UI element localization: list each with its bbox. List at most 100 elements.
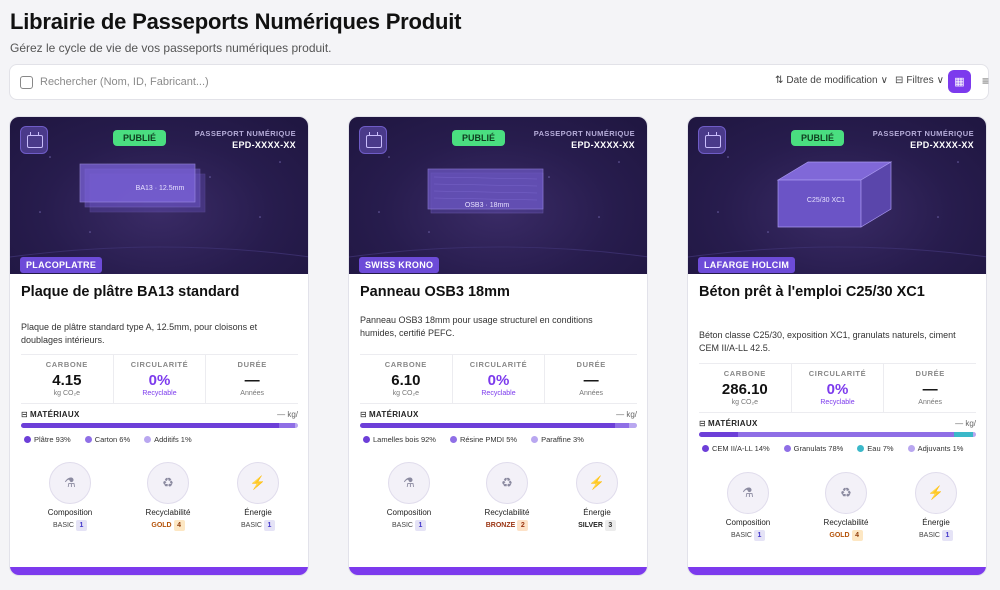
materials-legend: Lamelles bois 92% Résine PMDI 5% Paraffine… [363,435,640,444]
chevron-down-icon: ∨ [880,75,888,86]
carbon-stat: CARBONE 6.10 kg CO₂e [360,355,453,403]
recyclable-label: Recyclable [142,390,177,397]
materials-title: MATÉRIAUX [707,419,758,428]
composition-score[interactable]: ⚗ Composition BASIC 1 [374,462,444,531]
carbon-label: CARBONE [384,360,427,369]
score-label: Recyclabilité [484,508,530,517]
product-card[interactable]: C25/30 XC1 PUBLIÉ PASSEPORT NUMÉRIQUE EP… [687,116,987,576]
composition-score[interactable]: ⚗ Composition BASIC 1 [35,462,105,531]
level-name: BRONZE [485,522,516,529]
score-level: SILVER 3 [562,520,632,531]
score-level: BASIC 1 [35,520,105,531]
materials-icon: ⊟ [699,419,708,428]
carbon-unit: kg CO₂e [53,390,81,397]
card-title[interactable]: Béton prêt à l'emploi C25/30 XC1 [699,284,925,300]
recyclability-score[interactable]: ♻ Recyclabilité GOLD 4 [133,462,203,531]
duration-label: DURÉE [915,369,945,378]
legend-dot-icon [84,436,92,443]
circularity-value: 0% [487,372,510,389]
level-name: BASIC [918,532,940,539]
recyclable-label: Recyclable [820,399,855,406]
materials-unit: — kg/ [955,419,976,428]
stats-panel: CARBONE 4.15 kg CO₂e CIRCULARITÉ 0% Recy… [21,354,298,404]
recyclability-score[interactable]: ♻ Recyclabilité BRONZE 2 [472,462,542,531]
level-number: 1 [415,520,426,531]
legend-dot-icon [702,445,709,452]
toolbar: ⇅ Date de modification ∨ ⊟ Filtres ∨ ▦ ≡ [9,64,989,100]
search-input[interactable] [40,76,340,88]
hero-star [727,156,729,158]
card-footer-bar [688,567,986,575]
card-title[interactable]: Panneau OSB3 18mm [360,284,510,300]
passport-label: PASSEPORT NUMÉRIQUE [533,129,635,138]
sort-dropdown[interactable]: ⇅ Date de modification ∨ [775,75,888,86]
card-footer-bar [349,567,647,575]
material-legend-label: Plâtre 93% [34,435,71,444]
material-legend-item: Adjuvants 1% [907,444,964,453]
material-legend-label: Paraffine 3% [541,435,584,444]
hero-layer [79,163,196,203]
list-view-icon[interactable]: ≡ [982,74,990,88]
hero-star [428,231,430,233]
scores-row: ⚗ Composition BASIC 1 ♻ Recyclabilité GOLD 4 ⚡ Én… [698,472,978,542]
card-title[interactable]: Plaque de plâtre BA13 standard [21,284,240,300]
stats-panel: CARBONE 6.10 kg CO₂e CIRCULARITÉ 0% Recy… [360,354,637,404]
grid-icon: ▦ [954,76,965,88]
card-hero: C25/30 XC1 PUBLIÉ PASSEPORT NUMÉRIQUE EP… [688,117,986,274]
filter-icon: ⊟ [895,75,904,86]
hero-label: BA13 · 12.5mm [136,185,185,192]
sort-icon: ⇅ [775,75,784,86]
material-segment [628,423,637,428]
passport-id: EPD-XXXX-XX [910,140,974,150]
material-legend-label: Adjuvants 1% [917,444,964,453]
level-number: 1 [264,520,275,531]
manufacturer-badge: SWISS KRONO [359,257,440,273]
duration-stat: DURÉE — Années [545,355,637,403]
select-all-checkbox[interactable] [20,75,33,89]
materials-unit: — kg/ [616,410,637,419]
hero-grain [433,197,538,201]
material-legend-item: Eau 7% [857,444,894,453]
product-card[interactable]: BA13 · 12.5mm PUBLIÉ PASSEPORT NUMÉRIQUE… [9,116,309,576]
grid-view-button[interactable]: ▦ [948,70,971,93]
materials-title: MATÉRIAUX [368,410,419,419]
card-description: Panneau OSB3 18mm pour usage structurel … [360,315,593,338]
hero-star [767,231,769,233]
level-name: GOLD [151,522,172,529]
score-level: BRONZE 2 [472,520,542,531]
energy-score[interactable]: ⚡ Énergie BASIC 1 [901,472,971,541]
lightning-icon: ⚡ [576,462,618,504]
materials-legend: CEM II/A-LL 14% Granulats 78% Eau 7% Adjuva… [702,444,979,453]
filters-dropdown[interactable]: ⊟ Filtres ∨ [895,75,944,86]
search-box[interactable] [20,65,340,99]
legend-dot-icon [907,445,915,452]
composition-score[interactable]: ⚗ Composition BASIC 1 [713,472,783,541]
energy-score[interactable]: ⚡ Énergie SILVER 3 [562,462,632,531]
material-legend-item: Carton 6% [84,435,131,444]
hero-star [39,211,41,213]
materials-header: ⊟ MATÉRIAUX — kg/ [699,419,976,428]
lightning-icon: ⚡ [237,462,279,504]
material-segment [278,423,296,428]
recycle-icon: ♻ [486,462,528,504]
flask-icon: ⚗ [388,462,430,504]
material-segment [295,423,298,428]
energy-score[interactable]: ⚡ Énergie BASIC 1 [223,462,293,531]
circularity-stat: CIRCULARITÉ 0% Recyclable [792,364,885,412]
material-legend-label: Carton 6% [94,435,131,444]
hero-floor [349,246,647,258]
material-legend-item: Résine PMDI 5% [449,435,517,444]
scores-row: ⚗ Composition BASIC 1 ♻ Recyclabilité BRONZE 2 ⚡… [359,462,639,532]
level-name: BASIC [391,522,413,529]
page-title: Librairie de Passeports Numériques Produ… [10,9,462,34]
card-description: Béton classe C25/30, exposition XC1, gra… [699,330,956,353]
status-badge: PUBLIÉ [113,130,167,146]
carbon-label: CARBONE [723,369,766,378]
legend-dot-icon [449,436,457,443]
legend-dot-icon [363,436,370,443]
materials-legend: Plâtre 93% Carton 6% Additifs 1% [24,435,301,444]
recyclability-score[interactable]: ♻ Recyclabilité GOLD 4 [811,472,881,541]
circularity-label: CIRCULARITÉ [808,369,867,378]
materials-bar [360,423,637,428]
product-card[interactable]: OSB3 · 18mm PUBLIÉ PASSEPORT NUMÉRIQUE E… [348,116,648,576]
